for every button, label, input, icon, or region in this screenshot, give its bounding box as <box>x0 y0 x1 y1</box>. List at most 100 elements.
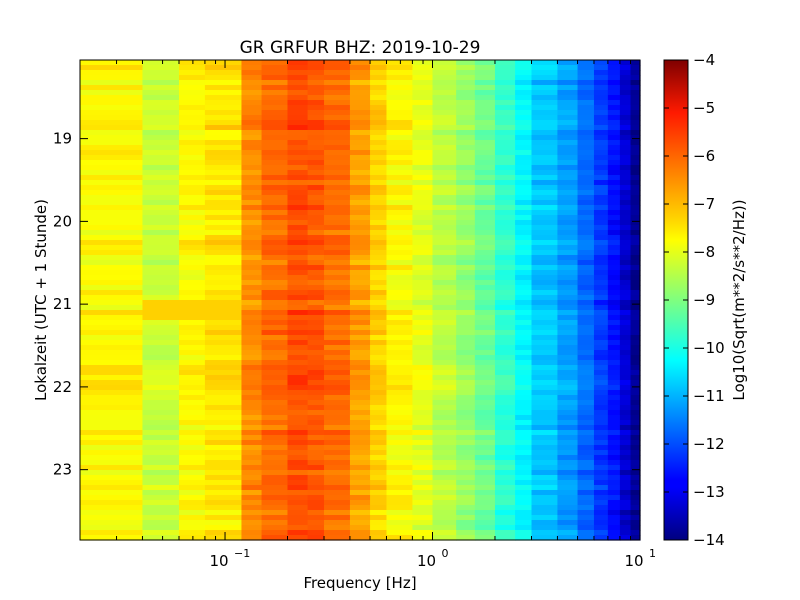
heatmap-cell <box>474 285 496 291</box>
heatmap-cell <box>204 300 243 306</box>
heatmap-cell <box>630 320 641 326</box>
heatmap-cell <box>432 325 457 331</box>
heatmap-cell <box>142 230 180 236</box>
heatmap-cell <box>630 175 641 181</box>
heatmap-cell <box>142 205 180 211</box>
heatmap-cell <box>432 255 457 261</box>
heatmap-cell <box>432 425 457 431</box>
heatmap-cell <box>307 425 325 431</box>
heatmap-cell <box>456 200 476 206</box>
heatmap-cell <box>630 400 641 406</box>
heatmap-cell <box>261 460 289 466</box>
heatmap-cell <box>531 345 559 351</box>
heatmap-cell <box>370 380 388 386</box>
heatmap-cell <box>607 190 621 196</box>
heatmap-cell <box>494 470 516 476</box>
heatmap-cell <box>241 390 263 396</box>
heatmap-cell <box>241 450 263 456</box>
heatmap-cell <box>456 145 476 151</box>
heatmap-cell <box>630 110 641 116</box>
heatmap-cell <box>307 310 325 316</box>
heatmap-cell <box>204 505 243 511</box>
heatmap-cell <box>204 510 243 516</box>
heatmap-cell <box>307 300 325 306</box>
heatmap-cell <box>593 225 609 231</box>
heatmap-cell <box>241 510 263 516</box>
heatmap-cell <box>386 470 413 476</box>
heatmap-cell <box>349 325 371 331</box>
heatmap-cell <box>557 410 579 416</box>
heatmap-cell <box>630 95 641 101</box>
heatmap-cell <box>324 370 351 376</box>
heatmap-cell <box>80 225 144 231</box>
heatmap-cell <box>557 215 579 221</box>
heatmap-cell <box>619 150 632 156</box>
heatmap-cell <box>370 520 388 526</box>
heatmap-cell <box>412 250 434 256</box>
heatmap-cell <box>577 390 595 396</box>
heatmap-cell <box>179 510 206 516</box>
heatmap-cell <box>494 350 516 356</box>
heatmap-cell <box>593 440 609 446</box>
heatmap-cell <box>179 370 206 376</box>
heatmap-cell <box>307 435 325 441</box>
heatmap-cell <box>204 155 243 161</box>
heatmap-cell <box>324 510 351 516</box>
heatmap-cell <box>619 455 632 461</box>
heatmap-cell <box>287 250 309 256</box>
heatmap-cell <box>370 285 388 291</box>
heatmap-cell <box>557 440 579 446</box>
heatmap-cell <box>370 500 388 506</box>
heatmap-cell <box>557 140 579 146</box>
heatmap-cell <box>494 375 516 381</box>
heatmap-cell <box>307 415 325 421</box>
heatmap-cell <box>204 295 243 301</box>
heatmap-cell <box>494 145 516 151</box>
heatmap-cell <box>324 475 351 481</box>
heatmap-cell <box>307 215 325 221</box>
heatmap-cell <box>432 90 457 96</box>
heatmap-cell <box>179 330 206 336</box>
heatmap-cell <box>307 170 325 176</box>
heatmap-cell <box>261 85 289 91</box>
heatmap-cell <box>142 390 180 396</box>
heatmap-cell <box>349 470 371 476</box>
heatmap-cell <box>432 515 457 521</box>
heatmap-cell <box>474 420 496 426</box>
heatmap-cell <box>474 505 496 511</box>
heatmap-cell <box>179 155 206 161</box>
heatmap-cell <box>531 315 559 321</box>
heatmap-cell <box>593 80 609 86</box>
heatmap-cell <box>349 395 371 401</box>
heatmap-cell <box>531 85 559 91</box>
heatmap-cell <box>241 355 263 361</box>
heatmap-cell <box>287 105 309 111</box>
heatmap-cell <box>370 515 388 521</box>
heatmap-cell <box>287 125 309 131</box>
heatmap-cell <box>474 120 496 126</box>
heatmap-cell <box>179 465 206 471</box>
heatmap-cell <box>432 60 457 66</box>
heatmap-cell <box>287 210 309 216</box>
heatmap-cell <box>386 465 413 471</box>
heatmap-cell <box>515 60 533 66</box>
y-tick-label: 21 <box>53 295 72 313</box>
heatmap-cell <box>412 245 434 251</box>
heatmap-cell <box>179 355 206 361</box>
heatmap-cell <box>607 230 621 236</box>
heatmap-cell <box>607 350 621 356</box>
heatmap-cell <box>386 80 413 86</box>
heatmap-cell <box>412 220 434 226</box>
heatmap-cell <box>432 390 457 396</box>
heatmap-cell <box>204 135 243 141</box>
heatmap-cell <box>531 420 559 426</box>
heatmap-cell <box>307 485 325 491</box>
heatmap-cell <box>324 505 351 511</box>
heatmap-cell <box>179 165 206 171</box>
heatmap-cell <box>241 360 263 366</box>
heatmap-cell <box>261 535 289 541</box>
heatmap-cell <box>619 155 632 161</box>
heatmap-cell <box>370 345 388 351</box>
heatmap-cell <box>630 280 641 286</box>
heatmap-cell <box>432 415 457 421</box>
